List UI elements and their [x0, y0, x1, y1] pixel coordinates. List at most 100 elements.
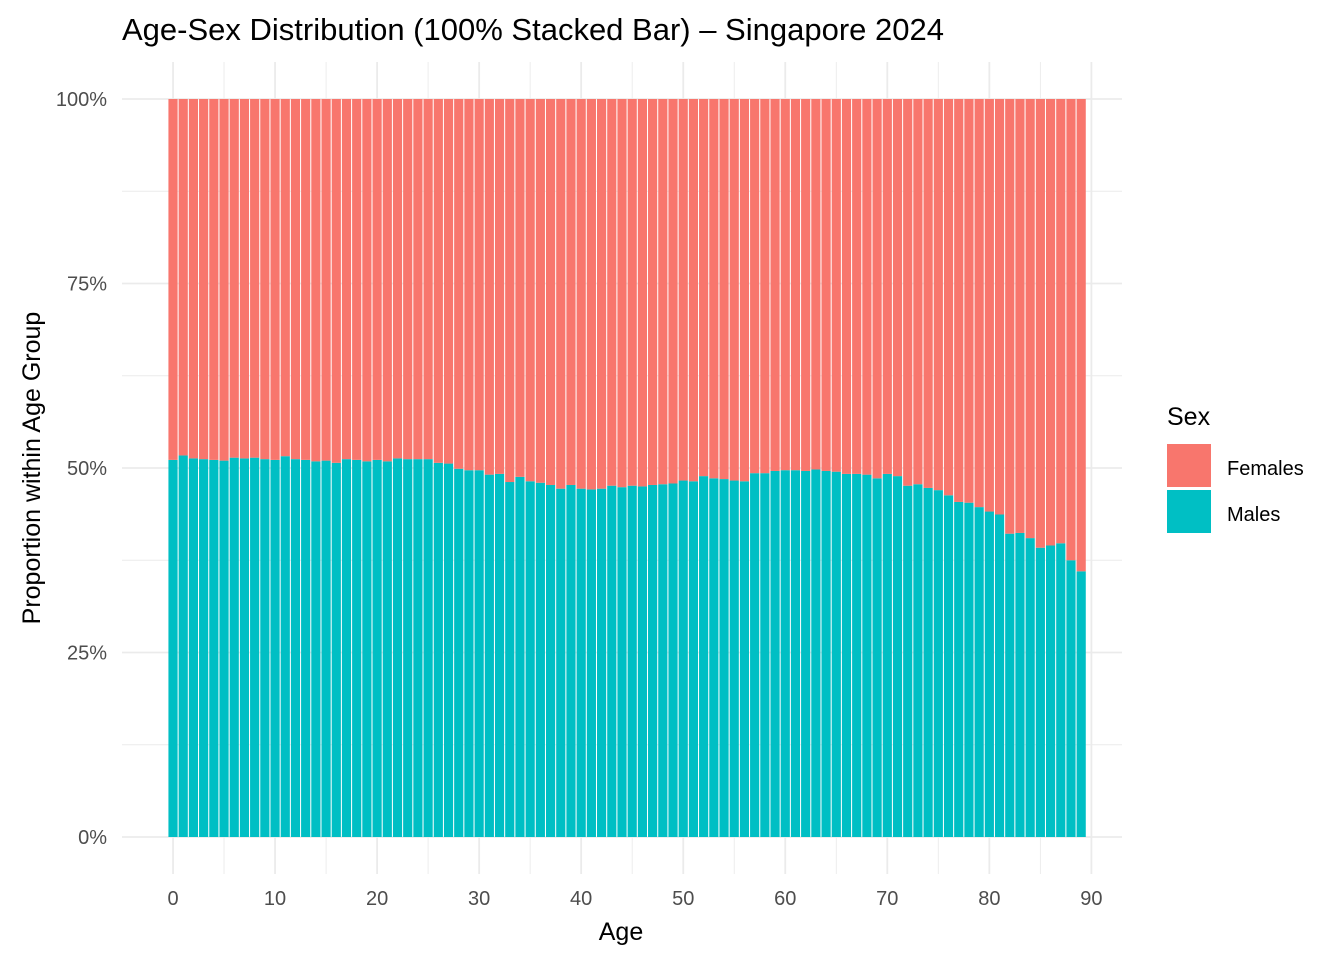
bar-males-age-51 — [688, 481, 699, 837]
bar-females-age-27 — [443, 99, 454, 464]
bar-females-age-19 — [362, 99, 372, 462]
bar-males-age-14 — [311, 461, 321, 837]
bar-males-age-53 — [709, 478, 719, 837]
y-axis-title: Proportion within Age Group — [18, 312, 46, 625]
bar-males-age-56 — [739, 481, 750, 837]
bar-males-age-11 — [280, 456, 290, 837]
x-tick-label: 30 — [468, 888, 490, 910]
bar-males-age-1 — [178, 455, 188, 837]
bar-males-age-33 — [505, 482, 515, 837]
bar-females-age-86 — [1045, 99, 1056, 546]
bar-males-age-37 — [545, 484, 556, 837]
bar-females-age-14 — [311, 99, 321, 462]
bar-females-age-18 — [352, 99, 362, 460]
bar-females-age-69 — [872, 99, 882, 479]
bar-females-age-68 — [862, 99, 872, 475]
bar-males-age-62 — [801, 470, 811, 837]
bar-males-age-60 — [780, 470, 790, 837]
bar-males-age-76 — [943, 495, 954, 837]
bar-males-age-70 — [882, 473, 892, 837]
chart-title: Age-Sex Distribution (100% Stacked Bar) … — [122, 12, 944, 47]
bar-females-age-58 — [760, 99, 770, 474]
bar-females-age-49 — [668, 99, 678, 484]
bar-males-age-32 — [494, 473, 505, 837]
bar-females-age-55 — [729, 99, 739, 481]
bar-females-age-74 — [923, 99, 933, 488]
bar-females-age-3 — [199, 99, 209, 460]
bar-males-age-39 — [566, 484, 576, 837]
bar-females-age-8 — [250, 99, 260, 458]
bar-males-age-89 — [1076, 571, 1086, 837]
bar-males-age-66 — [841, 473, 852, 837]
bar-females-age-11 — [280, 99, 290, 457]
bar-females-age-66 — [841, 99, 852, 474]
bar-males-age-22 — [392, 458, 403, 837]
bar-females-age-45 — [627, 99, 637, 486]
bar-females-age-85 — [1035, 99, 1045, 548]
bar-females-age-30 — [474, 99, 484, 471]
x-tick-label: 40 — [570, 888, 592, 910]
x-tick-label: 90 — [1080, 888, 1102, 910]
bar-males-age-48 — [658, 484, 668, 837]
bar-females-age-29 — [464, 99, 474, 471]
bar-females-age-56 — [739, 99, 750, 482]
bar-males-age-7 — [239, 458, 250, 837]
bar-males-age-30 — [474, 470, 484, 837]
y-tick-label: 100% — [56, 89, 107, 111]
bar-females-age-38 — [556, 99, 566, 489]
bar-males-age-6 — [229, 457, 239, 837]
x-tick-label: 10 — [264, 888, 286, 910]
bar-males-age-8 — [250, 457, 260, 837]
bar-females-age-57 — [750, 99, 760, 474]
bar-females-age-23 — [403, 99, 413, 460]
legend: Sex Females Males — [1167, 403, 1304, 533]
bar-males-age-28 — [454, 468, 464, 837]
bar-males-age-17 — [341, 459, 352, 837]
bar-males-age-72 — [903, 485, 913, 837]
bar-females-age-28 — [454, 99, 464, 469]
bar-males-age-59 — [770, 470, 780, 837]
bar-males-age-81 — [994, 514, 1005, 837]
bar-females-age-77 — [954, 99, 964, 502]
bar-males-age-5 — [219, 460, 229, 837]
bar-females-age-88 — [1066, 99, 1076, 561]
bar-males-age-52 — [699, 476, 709, 837]
bar-females-age-43 — [607, 99, 617, 486]
bar-males-age-47 — [648, 484, 658, 837]
bar-females-age-35 — [525, 99, 535, 482]
bar-females-age-81 — [994, 99, 1005, 515]
bar-females-age-84 — [1025, 99, 1035, 539]
bar-males-age-3 — [199, 459, 209, 837]
bar-females-age-41 — [586, 99, 596, 490]
x-axis-title: Age — [599, 918, 643, 946]
bar-females-age-53 — [709, 99, 719, 479]
bar-males-age-16 — [331, 462, 341, 837]
bar-males-age-55 — [729, 480, 739, 837]
y-tick-label: 25% — [67, 643, 107, 665]
bar-females-age-78 — [964, 99, 974, 503]
bar-females-age-5 — [219, 99, 229, 461]
bar-males-age-15 — [321, 460, 331, 837]
bar-males-age-63 — [811, 469, 821, 837]
bar-males-age-2 — [188, 458, 199, 837]
bar-females-age-71 — [892, 99, 903, 477]
bar-males-age-50 — [678, 480, 688, 837]
bar-females-age-61 — [790, 99, 801, 471]
bar-males-age-34 — [515, 476, 525, 837]
bar-females-age-67 — [852, 99, 862, 474]
bar-females-age-9 — [260, 99, 270, 460]
bar-males-age-19 — [362, 461, 372, 837]
bar-males-age-36 — [535, 482, 545, 837]
y-tick-label: 50% — [67, 458, 107, 480]
bar-males-age-49 — [668, 483, 678, 837]
bar-females-age-7 — [239, 99, 250, 459]
bar-females-age-2 — [188, 99, 199, 459]
bar-males-age-23 — [403, 459, 413, 837]
bar-females-age-47 — [648, 99, 658, 485]
y-axis-ticks: 0% 25% 50% 75% 100% — [56, 89, 107, 849]
bar-males-age-83 — [1015, 532, 1025, 837]
bars — [168, 99, 1086, 837]
bar-males-age-44 — [617, 487, 627, 837]
bar-males-age-86 — [1045, 545, 1056, 837]
